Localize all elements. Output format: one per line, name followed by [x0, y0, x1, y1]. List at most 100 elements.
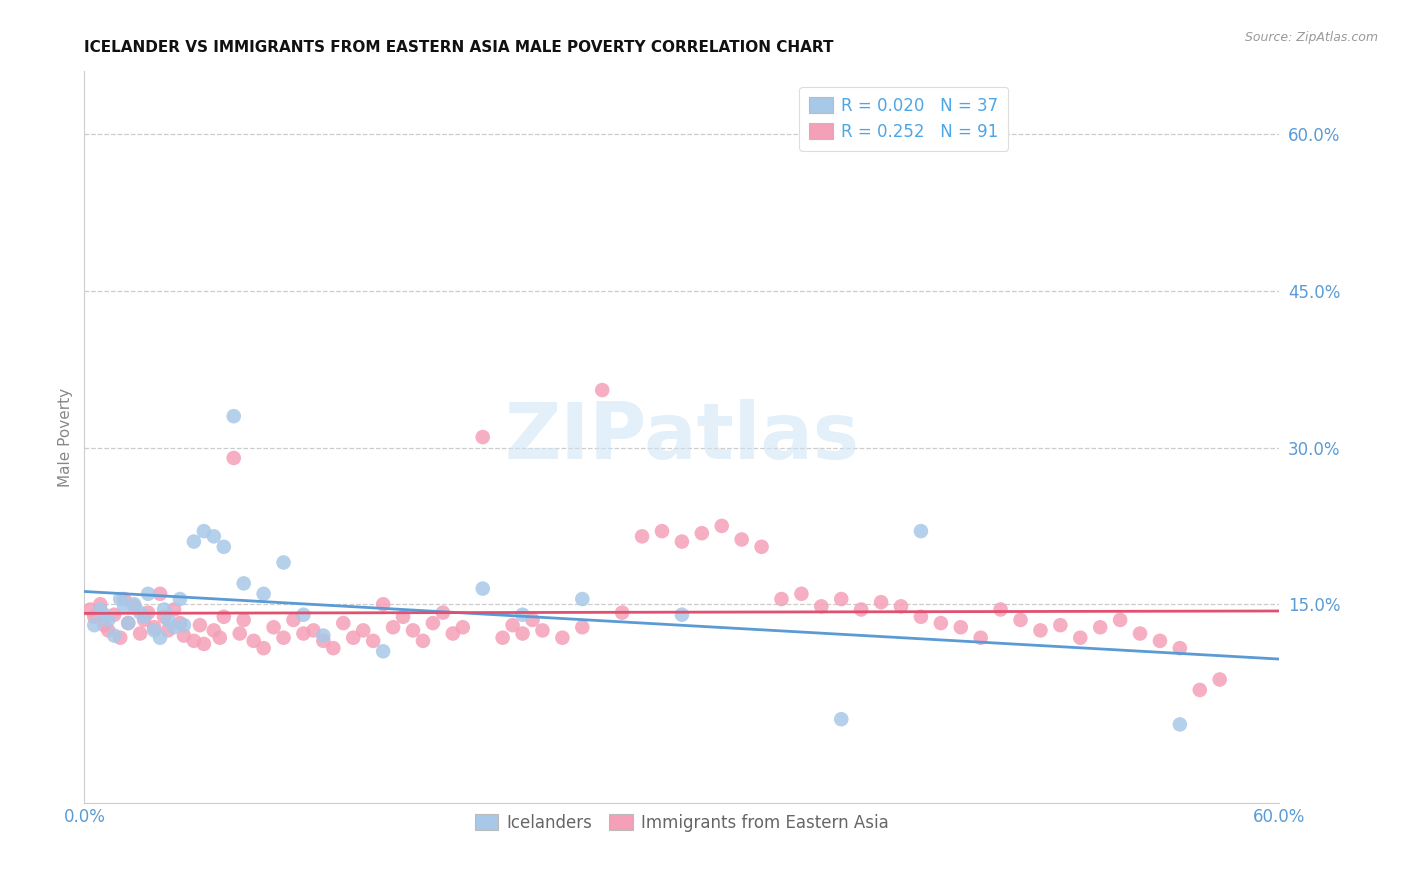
Point	[103, 629, 125, 643]
Point	[292, 626, 315, 640]
Point	[253, 587, 276, 601]
Point	[522, 613, 544, 627]
Point	[136, 587, 159, 601]
Point	[122, 597, 145, 611]
Point	[631, 529, 654, 543]
Point	[193, 637, 215, 651]
Point	[1188, 682, 1211, 697]
Point	[671, 607, 693, 622]
Point	[97, 624, 120, 638]
Point	[169, 592, 191, 607]
Point	[1109, 613, 1132, 627]
Point	[1010, 613, 1032, 627]
Point	[910, 524, 932, 538]
Text: ZIPatlas: ZIPatlas	[505, 399, 859, 475]
Point	[373, 644, 395, 658]
Point	[810, 599, 832, 614]
Point	[132, 613, 156, 627]
Point	[312, 629, 335, 643]
Point	[208, 631, 231, 645]
Point	[651, 524, 673, 538]
Point	[89, 597, 111, 611]
Point	[149, 587, 172, 601]
Point	[851, 602, 873, 616]
Point	[93, 607, 115, 622]
Point	[890, 599, 912, 614]
Point	[173, 618, 195, 632]
Point	[731, 533, 754, 547]
Point	[1209, 673, 1232, 687]
Point	[169, 616, 191, 631]
Point	[183, 633, 205, 648]
Point	[232, 576, 254, 591]
Point	[122, 599, 145, 614]
Point	[193, 524, 215, 538]
Point	[929, 616, 952, 631]
Point	[1029, 624, 1052, 638]
Point	[263, 620, 285, 634]
Point	[441, 626, 464, 640]
Point	[671, 534, 693, 549]
Point	[302, 624, 325, 638]
Point	[157, 624, 180, 638]
Point	[283, 613, 305, 627]
Point	[870, 595, 893, 609]
Point	[97, 613, 120, 627]
Point	[432, 606, 454, 620]
Point	[949, 620, 972, 634]
Point	[402, 624, 425, 638]
Point	[117, 616, 139, 631]
Point	[136, 606, 159, 620]
Point	[591, 383, 613, 397]
Point	[132, 609, 156, 624]
Point	[1049, 618, 1071, 632]
Point	[373, 597, 395, 611]
Point	[1168, 717, 1191, 731]
Point	[79, 602, 101, 616]
Point	[531, 624, 554, 638]
Point	[451, 620, 474, 634]
Point	[89, 602, 111, 616]
Point	[273, 556, 295, 570]
Point	[112, 592, 135, 607]
Point	[502, 618, 524, 632]
Point	[342, 631, 364, 645]
Point	[110, 631, 132, 645]
Point	[103, 607, 125, 622]
Point	[612, 606, 634, 620]
Point	[471, 430, 494, 444]
Point	[129, 606, 152, 620]
Point	[232, 613, 254, 627]
Point	[129, 626, 152, 640]
Point	[830, 592, 852, 607]
Point	[1090, 620, 1112, 634]
Point	[112, 599, 135, 614]
Point	[571, 592, 593, 607]
Point	[253, 641, 276, 656]
Point	[392, 609, 415, 624]
Point	[790, 587, 813, 601]
Point	[710, 519, 733, 533]
Point	[292, 607, 315, 622]
Point	[183, 534, 205, 549]
Point	[361, 633, 384, 648]
Point	[352, 624, 374, 638]
Point	[910, 609, 932, 624]
Point	[1149, 633, 1171, 648]
Point	[149, 631, 172, 645]
Point	[322, 641, 344, 656]
Point	[83, 609, 105, 624]
Point	[690, 526, 713, 541]
Point	[143, 620, 166, 634]
Point	[770, 592, 793, 607]
Point	[173, 629, 195, 643]
Point	[212, 540, 235, 554]
Point	[212, 609, 235, 624]
Point	[202, 624, 225, 638]
Point	[163, 602, 186, 616]
Point	[202, 529, 225, 543]
Point	[492, 631, 515, 645]
Point	[312, 633, 335, 648]
Point	[163, 620, 186, 634]
Point	[222, 450, 245, 465]
